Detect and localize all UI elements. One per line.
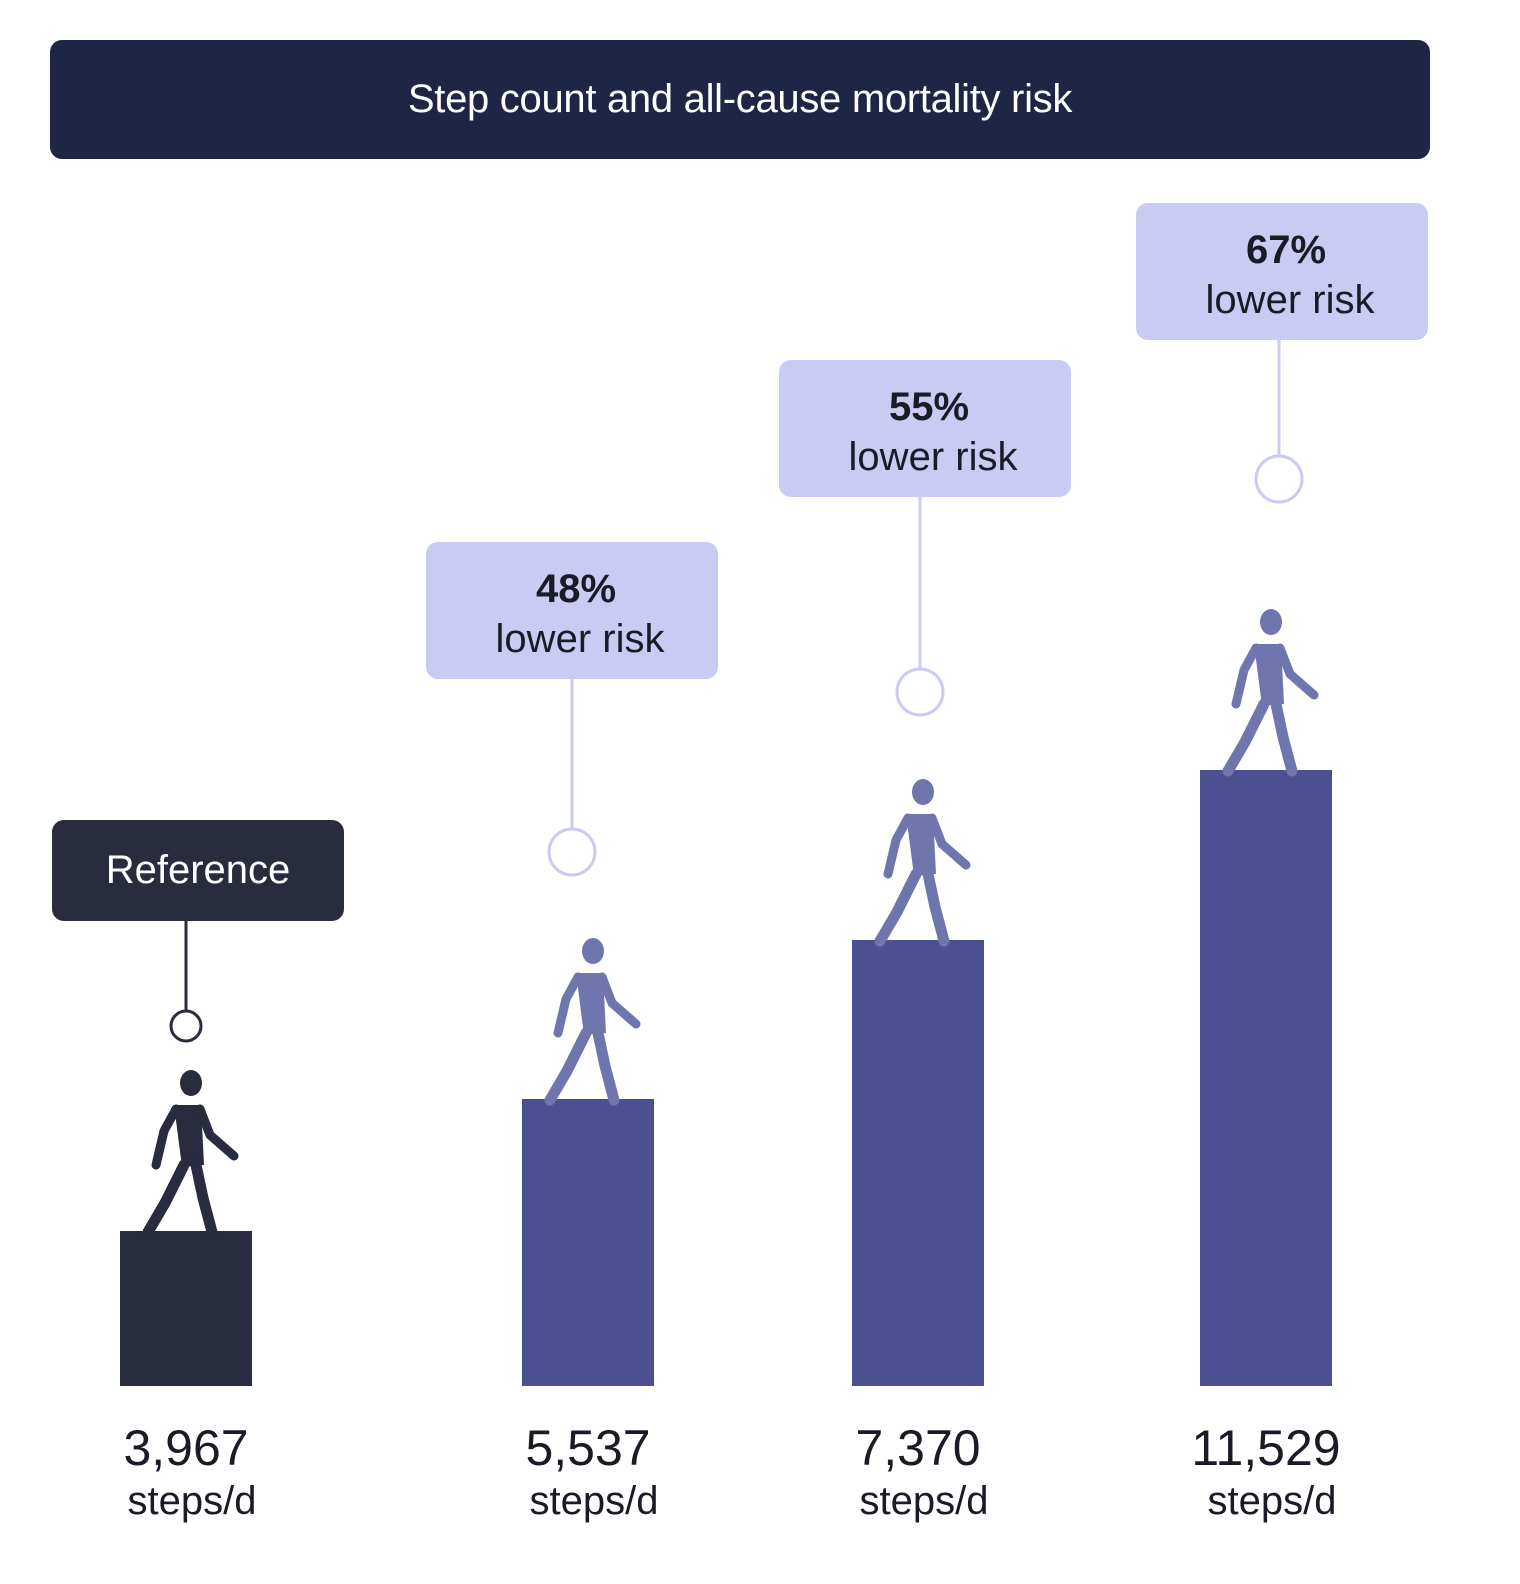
step-count-label: 5,537 xyxy=(525,1420,650,1476)
walking-person-icon xyxy=(874,779,971,947)
walker-head xyxy=(582,938,604,964)
walker-head xyxy=(912,779,934,805)
walking-person-icon xyxy=(1222,609,1319,777)
chart-title: Step count and all-cause mortality risk xyxy=(407,77,1073,121)
risk-label-box xyxy=(1136,203,1428,340)
walker-front-leg xyxy=(1270,698,1298,777)
walker-front-arm xyxy=(195,1104,239,1161)
walker-front-arm xyxy=(927,813,971,870)
walker-head xyxy=(1260,609,1282,635)
annotation-marker-circle xyxy=(895,667,945,717)
steps-unit-label: steps/d xyxy=(530,1479,659,1523)
annotation-marker-circle xyxy=(169,1009,203,1043)
risk-text-label: lower risk xyxy=(1206,278,1376,322)
risk-text-label: lower risk xyxy=(496,617,666,661)
walker-torso xyxy=(576,973,606,1035)
walker-back-arm xyxy=(883,813,913,879)
annotation-marker-circle xyxy=(547,827,597,877)
walker-back-leg xyxy=(1222,698,1270,777)
steps-unit-label: steps/d xyxy=(128,1479,257,1523)
walker-torso xyxy=(1254,644,1284,706)
bar xyxy=(1200,770,1332,1386)
walker-back-arm xyxy=(151,1104,181,1170)
walker-head xyxy=(180,1070,202,1096)
walker-torso xyxy=(906,814,936,876)
bar xyxy=(522,1099,654,1386)
step-count-label: 11,529 xyxy=(1191,1420,1340,1476)
reference-label-box xyxy=(52,820,344,921)
walker-front-arm xyxy=(597,972,641,1029)
walker-back-leg xyxy=(874,868,922,947)
risk-text-label: lower risk xyxy=(849,435,1019,479)
risk-percent-label: 67% xyxy=(1246,228,1326,272)
annotation-marker-circle xyxy=(1254,454,1304,504)
steps-unit-label: steps/d xyxy=(860,1479,989,1523)
risk-percent-label: 48% xyxy=(536,567,616,611)
chart-title-bar: Step count and all-cause mortality risk xyxy=(50,40,1430,159)
risk-label-box xyxy=(426,542,718,679)
step-count-label: 7,370 xyxy=(855,1420,980,1476)
step-count-label: 3,967 xyxy=(123,1420,248,1476)
walker-back-leg xyxy=(142,1159,190,1238)
walking-person-icon xyxy=(544,938,641,1106)
walker-front-leg xyxy=(190,1159,218,1238)
reference-label: Reference xyxy=(106,848,291,892)
steps-unit-label: steps/d xyxy=(1208,1479,1337,1523)
risk-label-box xyxy=(779,360,1071,497)
reference-bar xyxy=(120,1231,252,1386)
walking-person-icon xyxy=(142,1070,239,1238)
walker-front-leg xyxy=(922,868,950,947)
walker-front-arm xyxy=(1275,643,1319,700)
walker-front-leg xyxy=(592,1027,620,1106)
walker-torso xyxy=(174,1105,204,1167)
walker-back-arm xyxy=(1231,643,1261,709)
risk-percent-label: 55% xyxy=(889,385,969,429)
walker-back-leg xyxy=(544,1027,592,1106)
walker-back-arm xyxy=(553,972,583,1038)
bar xyxy=(852,940,984,1386)
